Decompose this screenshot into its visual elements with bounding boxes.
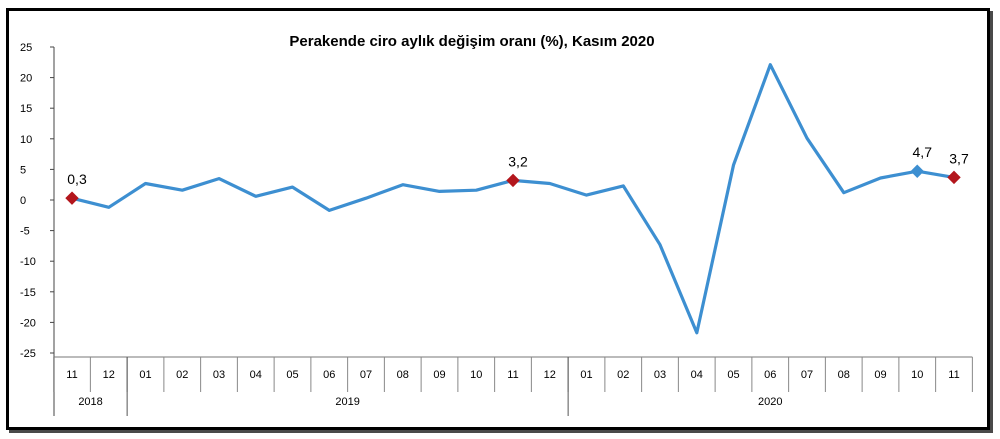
chart-frame	[6, 8, 990, 430]
x-tick-label: 11	[66, 369, 77, 381]
x-tick-label: 10	[470, 369, 482, 381]
data-point-marker	[65, 191, 79, 205]
y-tick-label: -20	[20, 317, 36, 329]
year-label: 2020	[758, 396, 782, 408]
series-group	[70, 63, 956, 335]
y-tick-label: 15	[20, 103, 32, 115]
data-label: 3,2	[508, 153, 528, 169]
data-point-marker	[910, 164, 924, 178]
chart-title: Perakende ciro aylık değişim oranı (%), …	[289, 33, 654, 50]
x-tick-label: 07	[360, 369, 372, 381]
data-label: 3,7	[949, 150, 969, 166]
x-tick-label: 02	[176, 369, 188, 381]
x-tick-label: 01	[580, 369, 592, 381]
data-label: 4,7	[913, 144, 933, 160]
x-tick-label: 05	[727, 369, 739, 381]
data-label: 0,3	[67, 171, 87, 187]
year-label: 2018	[78, 396, 102, 408]
y-tick-label: -5	[20, 226, 30, 238]
data-point-marker	[947, 170, 961, 185]
data-labels: 0,3 3,2 4,7 3,7	[65, 144, 969, 205]
y-axis: 25 20 15 10 5 0 -5 -10 -15 -20 -25	[20, 42, 55, 416]
x-tick-label: 06	[323, 369, 335, 381]
x-tick-label: 09	[433, 369, 445, 381]
x-tick-label: 01	[139, 369, 151, 381]
year-label: 2019	[335, 396, 359, 408]
y-tick-label: 5	[20, 164, 26, 176]
y-tick-label: 10	[20, 134, 32, 146]
x-tick-label: 06	[764, 369, 776, 381]
x-tick-label: 05	[286, 369, 298, 381]
x-tick-label: 03	[654, 369, 666, 381]
y-tick-label: -15	[20, 287, 36, 299]
x-tick-label: 09	[874, 369, 886, 381]
y-tick-label: 20	[20, 73, 32, 85]
data-point-marker	[506, 173, 520, 188]
x-tick-label: 03	[213, 369, 225, 381]
x-tick-label: 12	[103, 369, 115, 381]
x-tick-label: 04	[691, 369, 703, 381]
x-tick-label: 10	[911, 369, 923, 381]
x-tick-label: 08	[397, 369, 409, 381]
x-tick-label: 11	[507, 369, 518, 381]
y-tick-label: 0	[20, 195, 26, 207]
x-tick-label: 12	[544, 369, 556, 381]
y-tick-label: -10	[20, 256, 36, 268]
x-tick-label: 07	[801, 369, 813, 381]
x-axis: 11 12 01 02 03 04 05 06 07 08 09 10 11 12 01 02 03 04 05 06…	[53, 356, 973, 416]
x-tick-label: 02	[617, 369, 629, 381]
x-tick-label: 08	[838, 369, 850, 381]
series-line	[70, 63, 956, 335]
x-tick-label: 11	[948, 369, 959, 381]
x-tick-label: 04	[250, 369, 262, 381]
y-tick-label: -25	[20, 348, 36, 360]
y-tick-label: 25	[20, 42, 32, 54]
